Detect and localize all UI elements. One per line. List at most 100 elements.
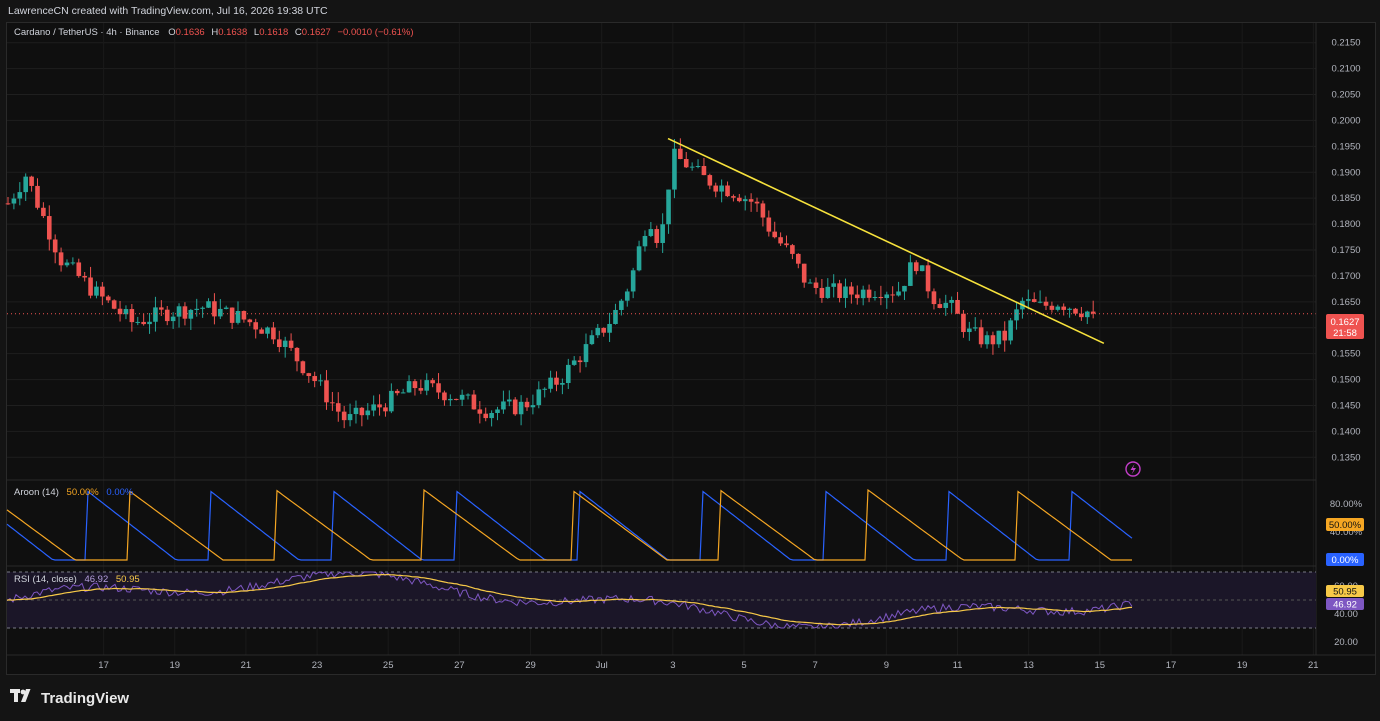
candle-body (448, 398, 453, 401)
aroon-axis-80: 80.00% (1330, 499, 1363, 510)
candle-body (206, 301, 211, 308)
rsi-axis-40: 40.00 (1334, 609, 1358, 620)
candle-body (241, 311, 247, 320)
candle-body (442, 392, 447, 401)
candle-body (46, 216, 52, 240)
candle-body (884, 294, 890, 299)
high-label: H (211, 27, 218, 38)
price-tick-label: 0.1700 (1331, 271, 1360, 282)
candle-body (683, 159, 689, 168)
candle-body (754, 201, 760, 204)
candle-body (1067, 308, 1072, 310)
candle-body (978, 327, 984, 345)
candle-body (235, 311, 241, 323)
candle-body (866, 289, 872, 298)
candle-body (949, 299, 954, 303)
candle-body (406, 381, 412, 393)
candle-body (642, 235, 648, 247)
aroon-up-line (6, 488, 1132, 561)
candle-body (1014, 309, 1019, 321)
candle-body (554, 377, 559, 385)
candle-body (312, 376, 317, 382)
rsi-pane[interactable] (6, 571, 1133, 629)
rsi-ma-badge-value: 50.95 (1333, 587, 1357, 598)
candle-body (412, 381, 418, 389)
rsi-badge-value: 46.92 (1333, 600, 1357, 611)
candle-body (288, 340, 294, 348)
attribution-bar: LawrenceCN created with TradingView.com,… (0, 0, 1380, 22)
candle-body (194, 308, 200, 310)
candle-body (766, 217, 772, 232)
footer-bar (0, 676, 1380, 721)
candle-body (276, 339, 282, 348)
candle-body (1008, 320, 1013, 341)
price-badge-value: 0.1627 (1330, 317, 1359, 328)
candle-body (229, 307, 235, 323)
candle-body (82, 275, 87, 278)
candle-body (577, 360, 583, 363)
candle-body (854, 294, 860, 299)
low-value: 0.1618 (259, 27, 288, 38)
candle-body (459, 394, 465, 400)
candle-body (424, 380, 430, 391)
high-value: 0.1638 (218, 27, 247, 38)
price-tick-label: 0.2150 (1331, 38, 1360, 49)
candle-body (1090, 311, 1096, 314)
price-badge (1326, 314, 1364, 339)
candle-body (565, 364, 571, 384)
candle-body (477, 409, 483, 414)
lightning-icon[interactable] (1125, 461, 1141, 477)
candle-body (801, 263, 807, 283)
candle-body (176, 306, 182, 317)
candle-body (465, 394, 471, 396)
candle-body (760, 203, 766, 218)
price-tick-label: 0.1400 (1331, 426, 1360, 437)
rsi-badge (1326, 598, 1364, 610)
candle-body (896, 291, 901, 296)
candle-body (58, 252, 64, 266)
aroon-pane[interactable] (6, 488, 1133, 561)
rsi-ma-value: 50.95 (116, 574, 140, 585)
candle-body (778, 237, 783, 244)
time-tick-label: 23 (312, 660, 323, 671)
candle-body (996, 330, 1002, 345)
candle-body (111, 300, 117, 309)
candle-body (790, 245, 795, 254)
candle-body (188, 309, 194, 319)
time-tick-label: 3 (670, 660, 675, 671)
candle-body (94, 286, 99, 296)
candle-body (100, 286, 105, 297)
candle-body (624, 291, 630, 301)
time-axis[interactable]: 17 19 21 23 25 27 29 Jul 3 5 7 9 11 13 15 17 19 21 (98, 660, 1318, 671)
candle-body (630, 270, 636, 292)
candle-body (1073, 308, 1078, 314)
candle-body (530, 405, 536, 408)
candle-body (29, 176, 34, 186)
candle-body (324, 380, 329, 403)
tradingview-brand[interactable]: TradingView (10, 689, 129, 708)
candle-body (1002, 330, 1008, 341)
candle-body (123, 309, 129, 315)
attribution-text: LawrenceCN created with TradingView.com,… (8, 5, 328, 17)
time-tick-label: 17 (1166, 660, 1177, 671)
candle-body (678, 148, 683, 160)
candle-body (164, 309, 170, 322)
candle-body (666, 189, 671, 225)
candle-body (819, 287, 825, 298)
trendline[interactable] (667, 137, 1105, 345)
candle-body (23, 176, 28, 193)
candle-body (595, 327, 601, 336)
candle-body (453, 398, 459, 400)
price-tick-label: 0.1950 (1331, 141, 1360, 152)
candle-body (11, 198, 17, 204)
price-tick-label: 0.1800 (1331, 219, 1360, 230)
price-tick-label: 0.1500 (1331, 375, 1360, 386)
candle-body (88, 277, 93, 296)
price-tick-label: 0.1750 (1331, 245, 1360, 256)
candle-body (672, 148, 677, 190)
rsi-title: RSI (14, close) (14, 574, 77, 585)
candle-body (908, 262, 913, 286)
price-axis[interactable]: 0.2150 0.2100 0.2050 0.2000 0.1950 0.1900 0.18… (1331, 38, 1360, 464)
tradingview-logo-icon (10, 689, 36, 708)
